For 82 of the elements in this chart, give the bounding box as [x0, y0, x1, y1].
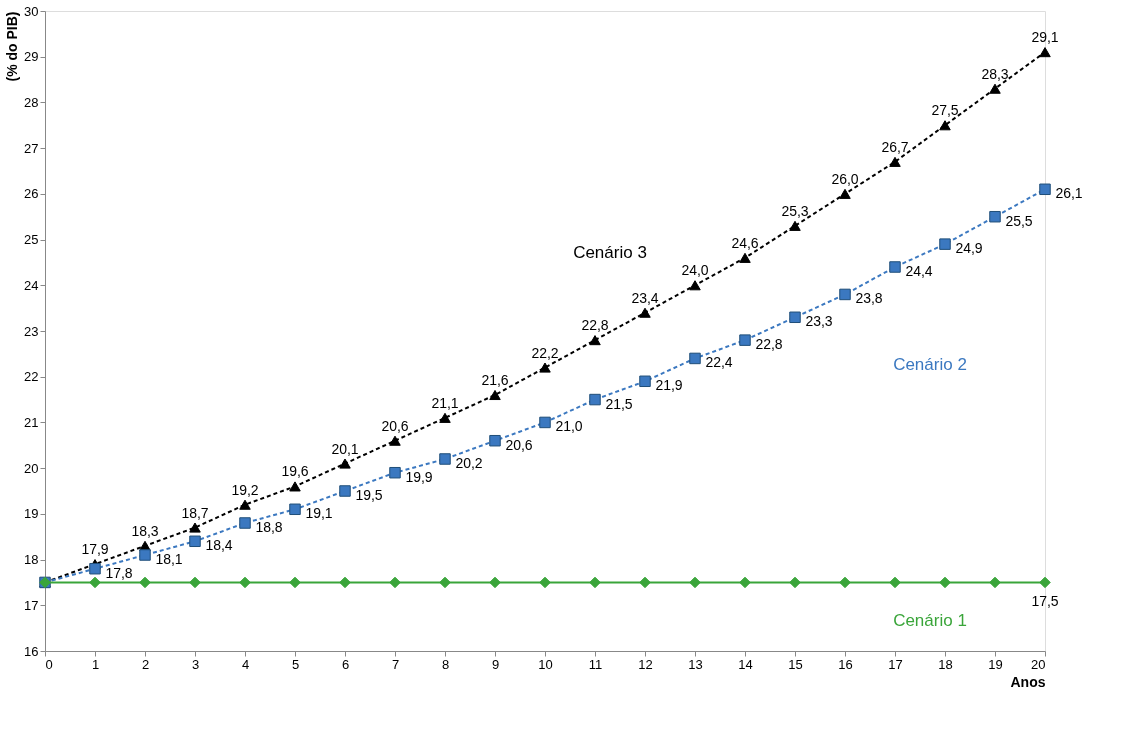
series-label: Cenário 1	[893, 611, 967, 631]
data-label: 18,4	[205, 537, 233, 554]
y-tick-label: 27	[24, 140, 39, 156]
data-label: 19,6	[281, 463, 309, 480]
x-axis-title: Anos	[1010, 673, 1046, 690]
x-tick-label: 18	[938, 656, 953, 672]
y-axis-title: (% do PIB)	[4, 11, 21, 82]
data-label: 18,1	[155, 551, 183, 567]
data-label: 24,0	[681, 262, 709, 279]
data-label: 22,4	[705, 354, 733, 371]
data-label: 28,3	[981, 65, 1009, 82]
text: Cenário 2	[893, 355, 967, 375]
x-tick-label: 9	[491, 656, 500, 672]
y-tick-label: 28	[24, 94, 39, 110]
y-tick-label: 30	[24, 3, 39, 19]
x-tick-label: 8	[441, 656, 450, 672]
y-tick-label: 26	[24, 186, 39, 202]
x-tick-label: 5	[291, 656, 300, 672]
data-label: 17,9	[81, 541, 109, 558]
data-label: 21,1	[431, 394, 459, 411]
x-tick-label: 4	[241, 656, 250, 672]
data-label: 20,6	[505, 436, 533, 453]
data-label: 24,9	[955, 240, 983, 257]
data-label: 20,6	[381, 417, 409, 434]
x-tick-label: 0	[45, 656, 53, 672]
x-tick-label: 10	[538, 656, 553, 672]
data-label: 17,8	[105, 564, 133, 581]
data-label: 26,1	[1055, 185, 1083, 202]
data-label: 21,0	[555, 418, 583, 435]
data-label: 21,5	[605, 395, 633, 412]
x-tick-label: 11	[588, 656, 603, 672]
y-tick-label: 22	[24, 369, 39, 385]
y-tick-label: 18	[24, 552, 39, 568]
x-tick-label: 16	[838, 656, 853, 672]
data-label: 20,1	[331, 440, 359, 457]
x-tick-label: 14	[738, 656, 753, 672]
x-tick-label: 12	[638, 656, 653, 672]
y-tick-label: 20	[24, 460, 39, 476]
data-label: 23,4	[631, 289, 659, 306]
data-label: 18,3	[131, 522, 159, 539]
data-label: 22,2	[531, 344, 559, 361]
x-tick-label: 13	[688, 656, 703, 672]
x-tick-label: 19	[988, 656, 1003, 672]
data-label: 23,8	[855, 290, 883, 307]
x-tick-label: 20	[1031, 656, 1046, 672]
y-tick-label: 24	[24, 277, 39, 293]
data-label: 19,5	[355, 487, 383, 503]
text: Cenário 3	[573, 243, 647, 263]
x-tick-label: 15	[788, 656, 803, 672]
y-tick-label: 23	[24, 323, 39, 339]
data-label: 29,1	[1031, 29, 1059, 46]
data-label: 18,8	[255, 519, 283, 535]
data-label: 21,9	[655, 377, 683, 394]
data-label: 26,7	[881, 138, 909, 155]
data-label: 19,1	[305, 505, 333, 522]
x-tick-label: 3	[191, 656, 200, 672]
data-label: 23,3	[805, 313, 833, 330]
data-label: 22,8	[581, 317, 609, 334]
y-tick-label: 21	[24, 414, 39, 430]
x-tick-label: 1	[91, 656, 100, 672]
y-tick-label: 29	[24, 49, 39, 65]
data-label: 18,7	[181, 504, 209, 521]
y-tick-label: 17	[24, 597, 39, 613]
x-tick-label: 2	[141, 656, 150, 672]
x-tick-label: 17	[888, 656, 903, 672]
data-label: 19,2	[231, 481, 259, 498]
data-label: 25,3	[781, 202, 809, 219]
data-label: 26,0	[831, 170, 859, 187]
x-tick-label: 6	[341, 656, 350, 672]
data-label: 19,9	[405, 468, 433, 485]
data-label: 21,6	[481, 372, 509, 388]
data-label: 20,2	[455, 455, 483, 471]
y-tick-label: 16	[24, 643, 39, 659]
data-label: 24,4	[905, 263, 933, 279]
data-label: 25,5	[1005, 212, 1033, 229]
data-label: 17,5	[1031, 593, 1059, 610]
data-label: 22,8	[755, 336, 783, 353]
y-tick-label: 19	[24, 506, 39, 522]
data-label: 27,5	[931, 102, 959, 119]
x-tick-label: 7	[391, 656, 400, 672]
y-tick-label: 25	[24, 232, 39, 248]
data-label: 24,6	[731, 234, 759, 251]
